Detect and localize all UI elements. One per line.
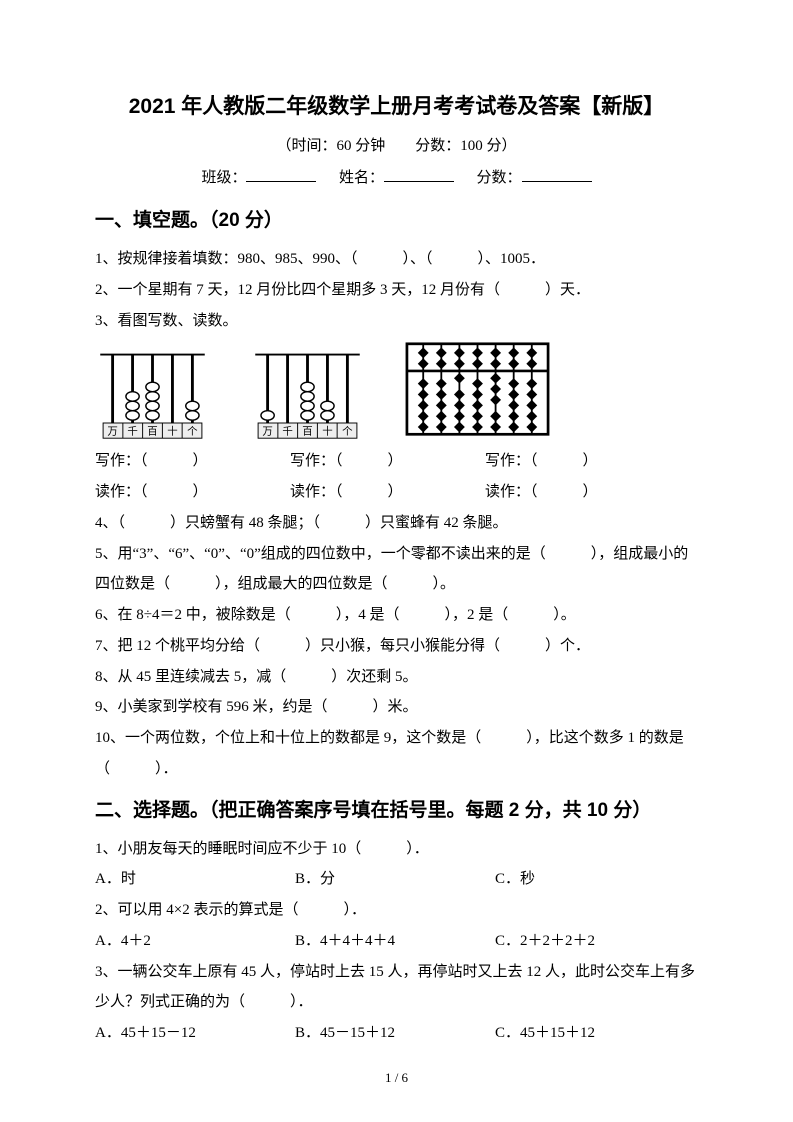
write-row: 写作：（ ） 写作：（ ） 写作：（ ） xyxy=(95,446,698,477)
doc-subtitle: （时间：60 分钟 分数：100 分） xyxy=(95,134,698,155)
s2-q1: 1、小朋友每天的睡眠时间应不少于 10（ ）． xyxy=(95,834,698,865)
section1-heading: 一、填空题。（20 分） xyxy=(95,205,698,232)
svg-text:个: 个 xyxy=(187,426,198,438)
s2-q2-a: A．4＋2 xyxy=(95,926,295,957)
s1-q6: 6、在 8÷4＝2 中，被除数是（ ），4 是（ ），2 是（ ）。 xyxy=(95,600,698,631)
svg-text:千: 千 xyxy=(127,426,137,438)
s2-q3-a: A．45＋15－12 xyxy=(95,1018,295,1049)
s2-q1-choices: A．时 B．分 C．秒 xyxy=(95,864,698,895)
write-1: 写作：（ ） xyxy=(95,446,250,477)
s2-q2-choices: A．4＋2 B．4＋4＋4＋4 C．2＋2＋2＋2 xyxy=(95,926,698,957)
s1-q8: 8、从 45 里连续减去 5，减（ ）次还剩 5。 xyxy=(95,662,698,693)
s1-q5: 5、用“3”、“6”、“0”、“0”组成的四位数中，一个零都不读出来的是（ ），… xyxy=(95,539,698,601)
doc-title: 2021 年人教版二年级数学上册月考考试卷及答案【新版】 xyxy=(95,90,698,120)
section2-heading: 二、选择题。（把正确答案序号填在括号里。每题 2 分，共 10 分） xyxy=(95,795,698,822)
blank-score[interactable] xyxy=(522,165,592,182)
info-line: 班级： 姓名： 分数： xyxy=(95,165,698,187)
s1-q10: 10、一个两位数，个位上和十位上的数都是 9，这个数是（ ），比这个数多 1 的… xyxy=(95,723,698,785)
abacus-row: 万 千 百 十 个 xyxy=(95,342,698,442)
svg-text:百: 百 xyxy=(302,426,312,438)
svg-text:十: 十 xyxy=(322,425,332,438)
read-3: 读作：（ ） xyxy=(485,477,640,508)
s2-q3-b: B．45－15＋12 xyxy=(295,1018,495,1049)
read-row: 读作：（ ） 读作：（ ） 读作：（ ） xyxy=(95,477,698,508)
s1-q3: 3、看图写数、读数。 xyxy=(95,306,698,337)
s1-q7: 7、把 12 个桃平均分给（ ）只小猴，每只小猴能分得（ ）个． xyxy=(95,631,698,662)
s2-q2: 2、可以用 4×2 表示的算式是（ ）． xyxy=(95,895,698,926)
s1-q1: 1、按规律接着填数：980、985、990、（ ）、（ ）、1005． xyxy=(95,244,698,275)
s2-q2-b: B．4＋4＋4＋4 xyxy=(295,926,495,957)
s2-q2-c: C．2＋2＋2＋2 xyxy=(495,926,675,957)
svg-text:百: 百 xyxy=(147,426,157,438)
s2-q3: 3、一辆公交车上原有 45 人，停站时上去 15 人，再停站时又上去 12 人，… xyxy=(95,957,698,1019)
s2-q1-a: A．时 xyxy=(95,864,295,895)
s2-q3-c: C．45＋15＋12 xyxy=(495,1018,675,1049)
abacus-2-icon: 万 千 百 十 个 xyxy=(250,347,365,442)
label-name: 姓名： xyxy=(339,170,384,186)
soroban xyxy=(405,342,550,442)
svg-text:万: 万 xyxy=(107,427,117,438)
svg-text:千: 千 xyxy=(282,426,292,438)
soroban-icon xyxy=(405,342,550,437)
abacus-2: 万 千 百 十 个 xyxy=(250,347,365,442)
s2-q1-b: B．分 xyxy=(295,864,495,895)
read-2: 读作：（ ） xyxy=(290,477,445,508)
blank-name[interactable] xyxy=(384,165,454,182)
svg-text:十: 十 xyxy=(167,425,177,438)
s2-q1-c: C．秒 xyxy=(495,864,675,895)
svg-text:个: 个 xyxy=(342,426,353,438)
page-number: 1 / 6 xyxy=(0,1070,793,1086)
abacus-1: 万 千 百 十 个 xyxy=(95,347,210,442)
svg-text:万: 万 xyxy=(262,427,272,438)
s1-q2: 2、一个星期有 7 天，12 月份比四个星期多 3 天，12 月份有（ ）天． xyxy=(95,275,698,306)
exam-page: 2021 年人教版二年级数学上册月考考试卷及答案【新版】 （时间：60 分钟 分… xyxy=(0,0,793,1122)
label-score: 分数： xyxy=(477,170,522,186)
read-1: 读作：（ ） xyxy=(95,477,250,508)
blank-class[interactable] xyxy=(246,165,316,182)
label-class: 班级： xyxy=(201,170,246,186)
write-2: 写作：（ ） xyxy=(290,446,445,477)
s1-q9: 9、小美家到学校有 596 米，约是（ ）米。 xyxy=(95,692,698,723)
abacus-1-icon: 万 千 百 十 个 xyxy=(95,347,210,442)
s2-q3-choices: A．45＋15－12 B．45－15＋12 C．45＋15＋12 xyxy=(95,1018,698,1049)
write-3: 写作：（ ） xyxy=(485,446,640,477)
s1-q4: 4、（ ）只螃蟹有 48 条腿；（ ）只蜜蜂有 42 条腿。 xyxy=(95,508,698,539)
